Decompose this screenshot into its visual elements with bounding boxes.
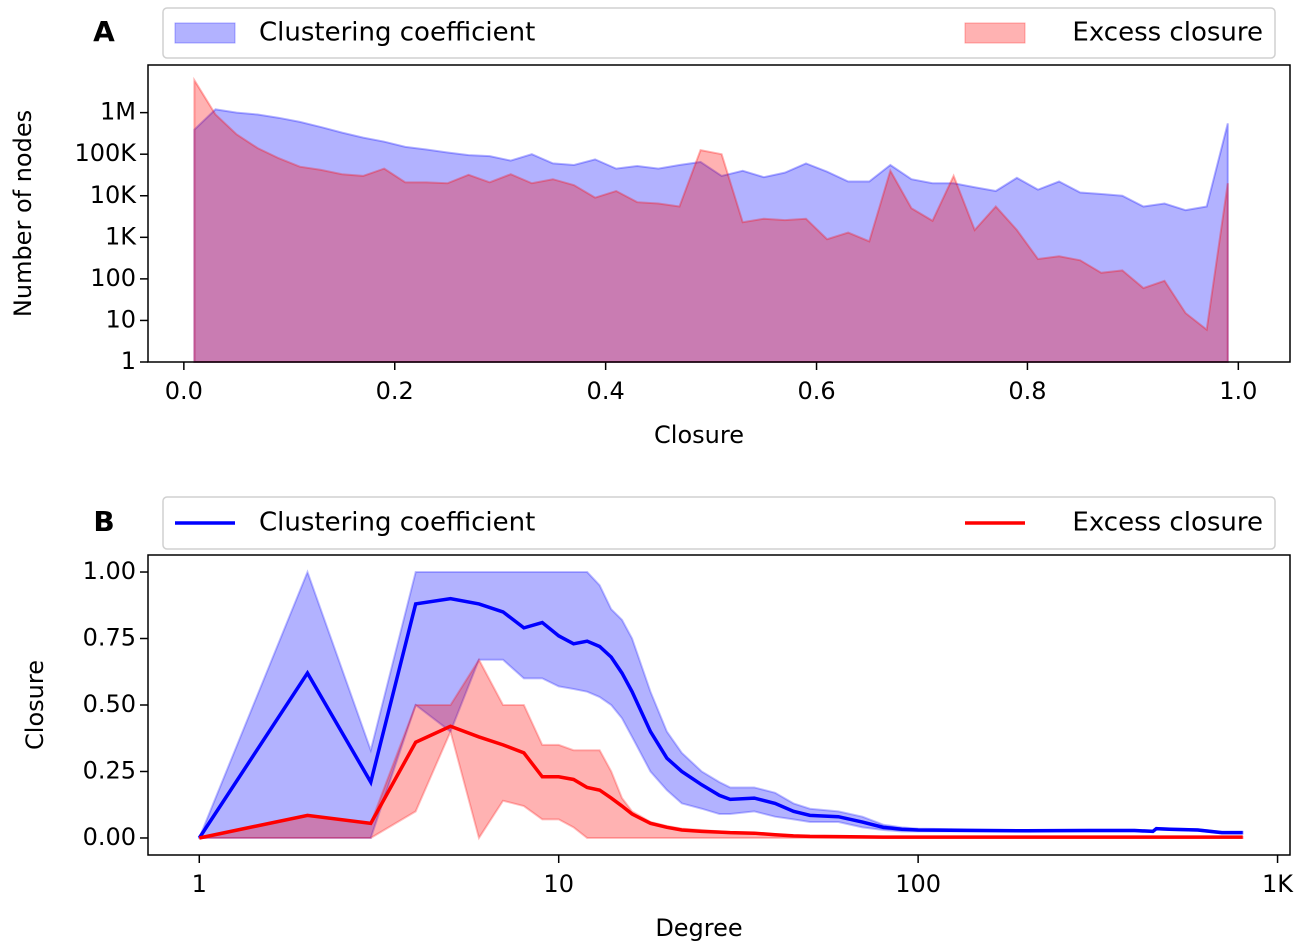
legend-label: Excess closure bbox=[1072, 18, 1263, 48]
y-tick-label: 100 bbox=[90, 264, 136, 292]
y-axis-label: Closure bbox=[21, 660, 49, 750]
y-tick-label: 0.50 bbox=[83, 690, 136, 718]
area bbox=[193, 76, 1229, 363]
y-tick-label: 10K bbox=[90, 181, 138, 209]
x-tick-label: 100 bbox=[895, 870, 941, 898]
y-axis-label: Number of nodes bbox=[9, 110, 37, 317]
band bbox=[197, 569, 1244, 839]
x-tick-label: 10 bbox=[543, 870, 574, 898]
x-tick-label: 1 bbox=[192, 870, 207, 898]
panel-label: B bbox=[93, 505, 114, 538]
y-tick-label: 0.75 bbox=[83, 624, 136, 652]
panel-label: A bbox=[93, 15, 115, 48]
y-tick-label: 0.00 bbox=[83, 823, 136, 851]
y-tick-label: 1.00 bbox=[83, 557, 136, 585]
x-tick-label: 0.8 bbox=[1008, 377, 1046, 405]
area bbox=[193, 108, 1229, 363]
y-tick-label: 1M bbox=[100, 98, 136, 126]
line bbox=[197, 596, 1243, 839]
x-tick-label: 0.2 bbox=[376, 377, 414, 405]
legend-label: Excess closure bbox=[1072, 508, 1263, 538]
x-tick-label: 1K bbox=[1262, 870, 1294, 898]
x-axis-label: Degree bbox=[655, 914, 742, 942]
x-axis-label: Closure bbox=[654, 421, 744, 449]
x-tick-label: 0.4 bbox=[587, 377, 625, 405]
x-tick-label: 0.6 bbox=[797, 377, 835, 405]
legend-label: Clustering coefficient bbox=[259, 18, 535, 48]
y-tick-label: 100K bbox=[74, 139, 137, 167]
x-tick-label: 1.0 bbox=[1219, 377, 1257, 405]
legend-swatch bbox=[964, 22, 1026, 44]
y-tick-label: 1 bbox=[121, 347, 136, 375]
x-tick-label: 0.0 bbox=[165, 377, 203, 405]
line bbox=[198, 724, 1243, 840]
legend-label: Clustering coefficient bbox=[259, 508, 535, 538]
y-tick-label: 1K bbox=[105, 222, 137, 250]
y-tick-label: 0.25 bbox=[83, 756, 136, 784]
legend-box bbox=[162, 7, 1276, 59]
legend-box bbox=[162, 496, 1276, 550]
y-tick-label: 10 bbox=[105, 305, 136, 333]
plot-frame bbox=[147, 554, 1291, 856]
plot-frame bbox=[147, 64, 1291, 363]
legend-swatch bbox=[174, 22, 236, 44]
